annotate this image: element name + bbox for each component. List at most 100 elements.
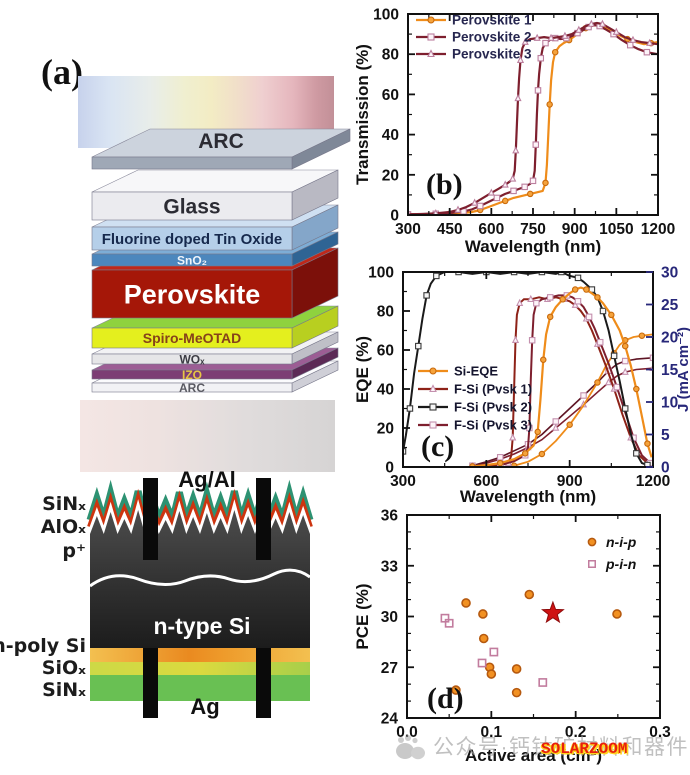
y-axis-label: EQE (%): [353, 336, 372, 403]
x-tick-label: 0.2: [565, 724, 587, 741]
layer-front-face: [91, 253, 293, 267]
legend-label: Perovskite 2: [452, 30, 532, 45]
front-contact-finger: [143, 478, 158, 560]
data-marker: [542, 39, 549, 47]
data-marker: [533, 33, 541, 41]
data-marker: [493, 194, 501, 202]
layer-front-face: [91, 327, 293, 349]
data-marker: [403, 448, 407, 455]
data-marker: [629, 35, 637, 43]
panel-a-device-schematic: (a)ARCIZOWOₓSpiro-MeOTADPerovskiteSnO₂Fl…: [0, 52, 351, 719]
axes: 300 450 600 750 900 1050 1200 0 20 40 60 80 100: [373, 7, 675, 239]
y-axis-label: PCE (%): [353, 583, 372, 649]
y-tick-label: 24: [381, 711, 399, 728]
data-marker: [561, 31, 569, 39]
data-marker: [511, 687, 522, 698]
panel-a-letter: (a): [41, 52, 83, 92]
x-tick-label: 450: [437, 221, 463, 238]
layer-front-face: [91, 269, 293, 319]
y-tick-label: 30: [381, 609, 398, 626]
data-marker: [461, 598, 471, 608]
data-marker: [537, 54, 545, 62]
data-marker: [471, 198, 479, 206]
data-marker: [575, 25, 583, 33]
data-marker: [644, 461, 651, 467]
y-tick-label: 20: [377, 421, 394, 438]
layer-front-face: [91, 191, 293, 221]
series-line: [403, 272, 648, 467]
stack-layer-label: ARC: [198, 130, 244, 153]
si-rear-layer-label: n-poly Si: [0, 635, 86, 657]
legend-label: p-i-n: [605, 556, 636, 572]
data-marker: [526, 190, 534, 198]
y-tick-label: 80: [377, 304, 394, 321]
y2-axis-label-clipped: J (mA cm⁻²): [675, 327, 690, 412]
y-tick-label: 36: [381, 508, 399, 525]
legend: n-i-p p-i-n: [587, 534, 637, 572]
data-marker: [587, 19, 595, 27]
device-stack: ARCIZOWOₓSpiro-MeOTADPerovskiteSnO₂Fluor…: [91, 128, 351, 395]
data-marker: [574, 297, 582, 305]
si-rear-layer-label: SiNₓ: [42, 679, 86, 701]
y-tick-label: 100: [368, 265, 394, 282]
data-marker: [571, 286, 579, 293]
chart-c-eqe: 3006009001200020406080100051015202530J (…: [352, 256, 690, 508]
data-marker: [574, 274, 582, 282]
legend-label: F-Si (Pvsk 1): [454, 382, 532, 397]
stack-layer-label: Spiro-MeOTAD: [143, 330, 242, 346]
data-marker: [528, 337, 536, 344]
stack-layer: ARC: [91, 128, 351, 170]
data-marker: [524, 589, 535, 600]
axes: 3006009001200020406080100051015202530J (…: [368, 265, 690, 491]
y-tick-label: 40: [377, 382, 394, 399]
layer-front-face: [91, 226, 293, 251]
data-marker: [551, 48, 559, 56]
data-marker: [527, 294, 535, 303]
x-tick-label: 750: [520, 221, 546, 238]
data-marker: [546, 101, 553, 108]
data-marker: [489, 647, 499, 657]
data-marker: [538, 678, 548, 687]
stack-layer-label: ARC: [179, 381, 205, 395]
data-marker: [444, 618, 454, 628]
x-tick-label: 300: [390, 473, 416, 490]
data-marker: [542, 179, 549, 187]
data-marker: [621, 405, 629, 412]
data-marker: [516, 298, 524, 306]
legend-label: F-Si (Pvsk 3): [454, 418, 532, 433]
rear-contact-finger: [143, 648, 158, 718]
stack-layer-label: Glass: [163, 196, 220, 219]
data-marker: [529, 177, 537, 185]
data-marker: [511, 335, 520, 343]
series-line: [486, 296, 649, 467]
data-marker: [612, 609, 622, 619]
data-marker: [427, 16, 435, 24]
series-si-eqe: [469, 286, 653, 467]
y-tick-label: 100: [373, 7, 399, 24]
legend-label: Si-EQE: [454, 364, 498, 379]
stack-layer: Glass: [91, 169, 339, 221]
data-marker: [610, 352, 618, 360]
chart-d-pce-scatter: 0.0 0.1 0.2 0.3 24 27 30 33 36 Active area (cm²) P…: [352, 508, 690, 775]
x-axis-label: Wavelength (nm): [465, 237, 601, 256]
data-marker: [487, 188, 495, 196]
data-marker: [516, 55, 525, 63]
p-plus-texture-layer: [88, 499, 312, 537]
x-tick-label: 0.0: [396, 724, 418, 741]
data-marker: [608, 311, 615, 319]
plot-series: [408, 19, 658, 215]
data-marker: [626, 41, 634, 49]
y-tick-label: 33: [381, 558, 399, 575]
x-tick-label: 600: [478, 221, 504, 238]
data-marker: [621, 357, 629, 365]
data-marker: [612, 27, 620, 35]
y2-tick-label: 5: [661, 427, 670, 444]
data-marker: [454, 205, 462, 213]
data-marker: [526, 424, 533, 432]
champion-star-marker: [541, 600, 565, 624]
x-axis-label: Wavelength (nm): [460, 487, 596, 506]
data-marker: [547, 33, 555, 41]
sinx-back-layer: [90, 675, 310, 701]
data-marker: [604, 378, 613, 386]
